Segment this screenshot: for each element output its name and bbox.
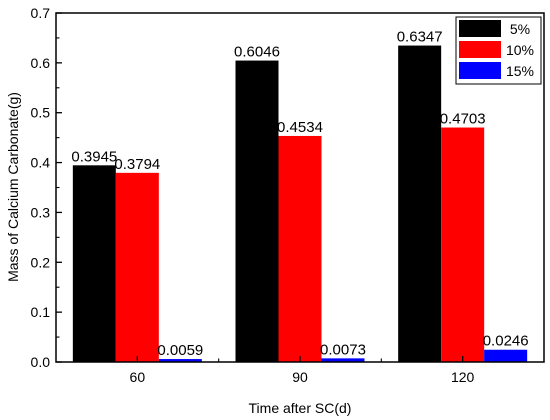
x-tick-label: 60 [130, 369, 146, 385]
bar-value-label: 0.6347 [397, 29, 443, 46]
bar-series-2 [115, 172, 159, 362]
legend-label: 5% [510, 21, 530, 37]
y-tick-label: 0.7 [31, 5, 51, 21]
legend-swatch [459, 62, 501, 79]
y-tick-label: 0.6 [31, 55, 51, 71]
y-axis: 0.0 0.1 0.2 0.3 0.4 0.5 0.6 0.7 [31, 5, 62, 370]
y-tick-label: 0.2 [31, 254, 51, 270]
bar-value-label: 0.3945 [71, 148, 117, 165]
y-tick-label: 0.3 [31, 204, 51, 220]
bar-series-2 [441, 127, 485, 363]
legend-label: 10% [506, 42, 534, 58]
legend-label: 15% [506, 63, 534, 79]
bars-group [72, 45, 528, 363]
bar-value-label: 0.6046 [234, 44, 280, 61]
x-axis: 60 90 120 [130, 356, 475, 385]
data-labels-group: 0.3945 0.6046 0.6347 0.3794 0.4534 0.4703 0.00… [71, 29, 528, 360]
bar-series-3 [158, 359, 202, 362]
bar-value-label: 0.4703 [440, 111, 486, 128]
legend: 5% 10% 15% [455, 16, 542, 85]
bar-series-2 [278, 135, 322, 362]
y-tick-label: 0.0 [31, 354, 51, 370]
y-tick-label: 0.5 [31, 105, 51, 121]
x-tick-label: 120 [451, 369, 475, 385]
y-axis-title: Mass of Calcium Carbonate(g) [5, 92, 21, 282]
bar-series-1 [235, 60, 279, 362]
bar-value-label: 0.0246 [483, 333, 529, 350]
bar-value-label: 0.0073 [320, 341, 366, 358]
y-tick-label: 0.1 [31, 304, 51, 320]
y-tick-label: 0.4 [31, 155, 51, 171]
bar-series-3 [484, 349, 528, 362]
legend-swatch [459, 41, 501, 58]
x-axis-title: Time after SC(d) [249, 400, 352, 416]
bar-value-label: 0.4534 [277, 119, 323, 136]
bar-series-3 [321, 358, 365, 362]
bar-series-1 [398, 45, 442, 363]
bar-value-label: 0.3794 [114, 156, 160, 173]
bar-series-1 [72, 165, 116, 362]
x-tick-label: 90 [292, 369, 308, 385]
bar-value-label: 0.0059 [157, 342, 203, 359]
legend-swatch [459, 20, 501, 37]
